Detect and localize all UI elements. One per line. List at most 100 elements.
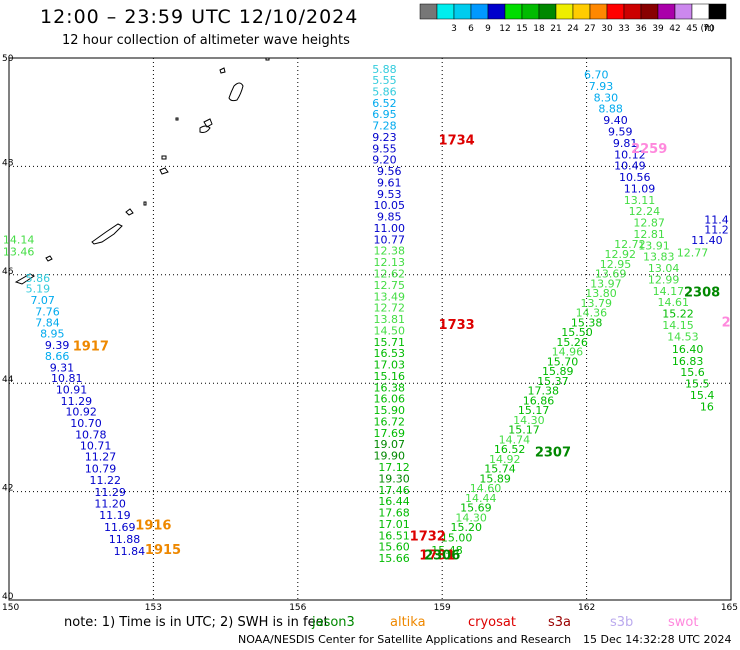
wave-height-label: 15.70 [547,355,579,368]
wave-height-label: 12.95 [600,258,632,271]
wave-height-label: 9.40 [603,114,628,127]
wave-height-label: 14.74 [499,433,531,446]
wave-height-label: 12.24 [629,205,661,218]
wave-height-label: 11.22 [90,474,122,487]
wave-height-label: 11.09 [624,182,656,195]
wave-height-label: 19.90 [374,450,406,463]
mission-legend-jason3: jason3 [311,615,355,630]
island-outline [265,57,270,61]
wave-height-label: 14.92 [489,453,521,466]
color-scale-label: 42 [669,24,680,34]
wave-height-label: 11.00 [374,222,406,235]
wave-height-label: 7.93 [589,80,614,93]
y-tick-label: 48 [2,158,14,168]
footer-credit: NOAA/NESDIS Center for Satellite Applica… [238,633,572,646]
island-outline [199,125,211,133]
wave-height-label: 15.60 [378,541,410,554]
wave-height-label: 17.46 [378,484,410,497]
wave-height-label: 13.81 [374,313,406,326]
island-outline [14,273,35,285]
color-scale-swatch [708,3,727,20]
wave-height-label: 13.97 [590,277,622,290]
map-frame [8,57,732,601]
wave-height-label: 15.89 [542,365,574,378]
wave-height-label: 13.91 [638,239,670,252]
wave-height-label: 14.50 [374,324,406,337]
wave-height-label: 16.44 [378,495,410,508]
pass-time-label: 1732 [410,529,446,544]
wave-height-label: 9.31 [50,361,75,374]
mission-legend-s3a: s3a [548,615,571,630]
wave-height-label: 11.2 [704,224,729,237]
wave-height-label: 15.4 [690,389,715,402]
wave-height-label: 12.81 [633,228,665,241]
island-outline [175,117,179,121]
x-tick-label: 156 [289,603,306,613]
color-scale-label: 30 [601,24,613,34]
island-outline [91,223,123,245]
coastline-outline [14,57,270,285]
wave-height-label: 15.5 [685,378,710,391]
wave-height-label: 15.71 [374,336,406,349]
island-outline [45,255,53,262]
y-tick-label: 50 [2,54,14,64]
y-tick-label: 46 [2,267,14,277]
wave-height-label: 13.69 [595,268,627,281]
wave-height-label: 15.66 [378,552,410,565]
wave-height-label: 15.69 [460,502,492,515]
wave-height-label: 14.60 [470,482,502,495]
wave-height-label: 12.38 [374,245,406,258]
wave-height-label: 10.92 [65,406,97,419]
island-outline [228,82,244,102]
wave-height-label: 10.49 [614,160,646,173]
wave-height-label: 11.84 [114,545,146,558]
color-scale-label: 39 [652,24,664,34]
wave-height-label: 11.4 [704,213,729,226]
x-tick-label: 165 [721,603,738,613]
wave-height-label: 8.88 [598,103,623,116]
wave-height-label: 10.78 [75,428,107,441]
wave-height-label: 13.11 [624,194,656,207]
pass-time-label: 2308 [684,285,720,300]
pass-time-label: 1733 [439,318,475,333]
island-outline [219,67,226,74]
color-scale-label: 9 [485,24,491,34]
wave-height-label: 10.81 [51,372,83,385]
wave-height-label: 12.72 [614,238,646,251]
wave-height-label: 11.27 [85,451,117,464]
wave-height-label: 14.96 [552,346,584,359]
wave-height-label: 16.53 [374,347,406,360]
wave-height-label: 10.77 [374,233,406,246]
x-tick-label: 153 [145,603,162,613]
wave-height-label: 15.74 [484,463,516,476]
color-scale-label: 21 [550,24,561,34]
wave-height-label: 14.44 [465,492,497,505]
wave-height-label: 15.17 [518,404,550,417]
wave-height-label: 8.95 [40,328,65,341]
wave-height-label: 12.92 [605,248,637,261]
island-outline [203,118,213,128]
wave-height-label: 13.83 [643,251,675,264]
color-scale-label: 3 [451,24,457,34]
wave-height-label: 15.90 [374,404,406,417]
wave-height-label: 10.05 [374,199,406,212]
color-scale-label: 27 [584,24,595,34]
wave-height-label: 10.79 [85,463,117,476]
page-subtitle: 12 hour collection of altimeter wave hei… [62,33,350,48]
wave-height-label: 15.6 [680,366,705,379]
color-scale-unit: (ft) [700,24,714,34]
mission-legend-altika: altika [390,615,426,630]
pass-time-label: 2259 [631,142,667,157]
wave-height-label: 6.95 [372,108,397,121]
wave-height-label: 9.20 [372,154,397,167]
wave-height-label: 14.15 [662,319,694,332]
wave-height-label: 9.53 [377,188,402,201]
wave-height-label: 16.72 [374,415,406,428]
wave-height-label: 16.86 [523,394,555,407]
wave-height-label: 7.07 [30,294,55,307]
wave-height-label: 9.85 [377,211,402,224]
wave-height-label: 11.19 [99,509,131,522]
wave-height-label: 9.55 [372,142,397,155]
wave-height-label: 17.68 [378,507,410,520]
